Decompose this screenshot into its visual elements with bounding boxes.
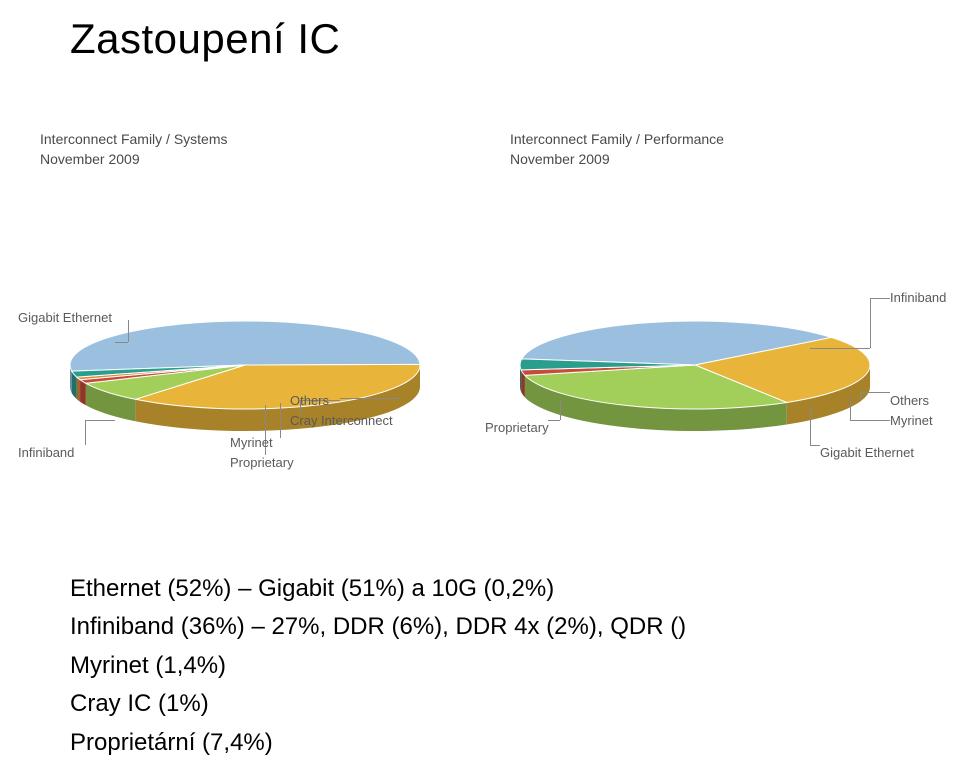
chart1-label-proprietary: Proprietary — [230, 455, 294, 470]
leader — [810, 445, 820, 446]
chart1-label-cray: Cray Interconnect — [290, 413, 393, 428]
chart2-label-others: Others — [890, 393, 929, 408]
page-title: Zastoupení IC — [70, 15, 340, 63]
summary-line: Proprietární (7,4%) — [70, 724, 686, 762]
leader — [548, 420, 560, 421]
chart2-label-myrinet: Myrinet — [890, 413, 933, 428]
chart2-label-gigabit: Gigabit Ethernet — [820, 445, 914, 460]
chart1-label-myrinet: Myrinet — [230, 435, 273, 450]
leader — [85, 420, 86, 445]
summary-line: Myrinet (1,4%) — [70, 647, 686, 685]
chart1-label-infiniband: Infiniband — [18, 445, 74, 460]
leader — [560, 400, 561, 420]
leader — [340, 398, 400, 399]
leader — [860, 392, 890, 393]
chart2-title-line2: November 2009 — [510, 151, 610, 167]
chart1-pie — [5, 300, 485, 500]
chart1-label-gigabit: Gigabit Ethernet — [18, 310, 112, 325]
leader — [85, 420, 115, 421]
slide: Zastoupení IC Interconnect Family / Syst… — [0, 0, 960, 765]
leader — [810, 348, 870, 349]
leader — [280, 403, 281, 438]
chart1-title-line1: Interconnect Family / Systems — [40, 131, 228, 147]
leader — [115, 342, 128, 343]
leader — [128, 320, 129, 342]
summary-line: Infiniband (36%) – 27%, DDR (6%), DDR 4x… — [70, 608, 686, 646]
chart1-title: Interconnect Family / Systems November 2… — [40, 130, 228, 169]
chart2-title-line1: Interconnect Family / Performance — [510, 131, 724, 147]
summary-line: Ethernet (52%) – Gigabit (51%) a 10G (0,… — [70, 570, 686, 608]
leader — [850, 396, 851, 420]
chart2-title: Interconnect Family / Performance Novemb… — [510, 130, 724, 169]
chart2-label-infiniband: Infiniband — [890, 290, 946, 305]
leader — [810, 405, 811, 445]
leader — [860, 392, 861, 400]
leader — [870, 298, 871, 348]
summary-list: Ethernet (52%) – Gigabit (51%) a 10G (0,… — [70, 570, 686, 762]
leader — [850, 420, 890, 421]
summary-line: Cray IC (1%) — [70, 685, 686, 723]
chart1-label-others: Others — [290, 393, 329, 408]
chart2-pie — [455, 300, 925, 500]
chart1-title-line2: November 2009 — [40, 151, 140, 167]
chart2-label-proprietary: Proprietary — [485, 420, 549, 435]
leader — [870, 298, 890, 299]
